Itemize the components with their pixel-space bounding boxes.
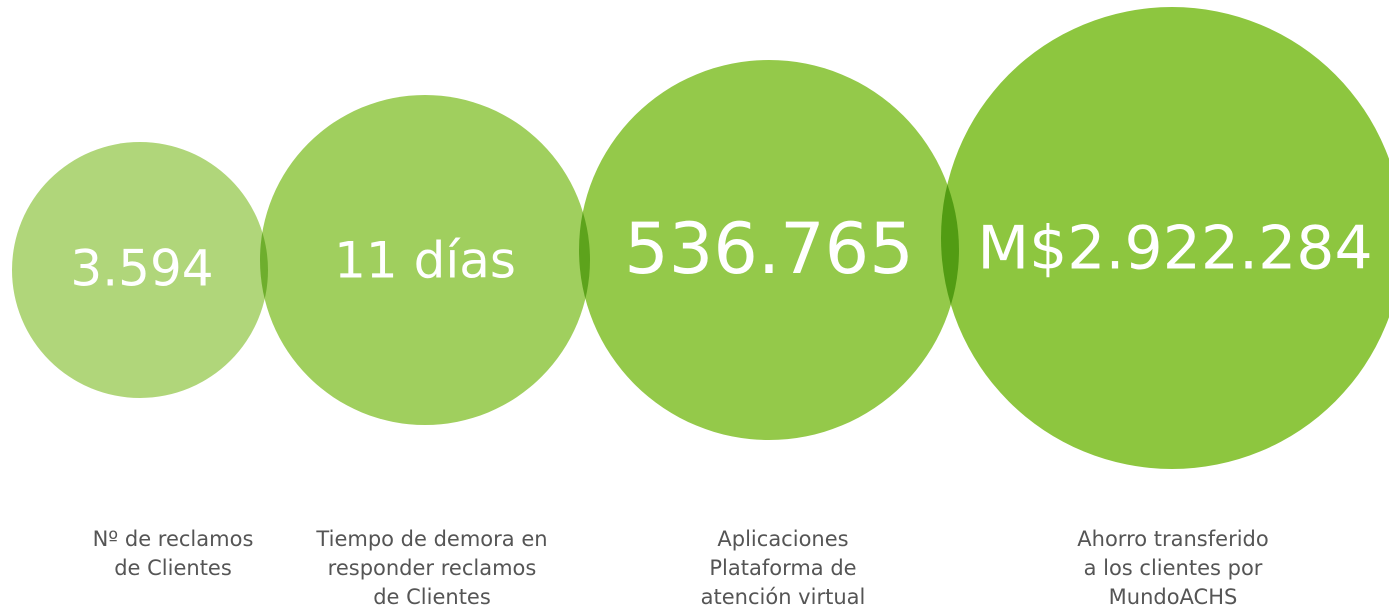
label-line: de Clientes [114,556,232,580]
label-line: Tiempo de demora en [315,527,547,551]
label-line: Ahorro transferido [1077,527,1268,551]
labels: Nº de reclamos de Clientes Tiempo de demor… [93,527,1269,609]
label-line: atención virtual [701,585,866,609]
label-line: Aplicaciones [717,527,848,551]
circle [12,142,268,398]
value: 536.765 [624,208,913,290]
circle [260,95,590,425]
label-line: a los clientes por [1084,556,1263,580]
circle [941,7,1389,469]
label-line: Plataforma de [709,556,856,580]
label-line: Nº de reclamos [93,527,254,551]
label-line: de Clientes [373,585,491,609]
value: 11 días [334,232,516,290]
label-line: MundoACHS [1109,585,1238,609]
value: 3.594 [70,240,213,298]
value: M$2.922.284 [977,214,1372,284]
circles [12,7,1389,469]
label-line: responder reclamos [328,556,537,580]
circle [579,60,959,440]
